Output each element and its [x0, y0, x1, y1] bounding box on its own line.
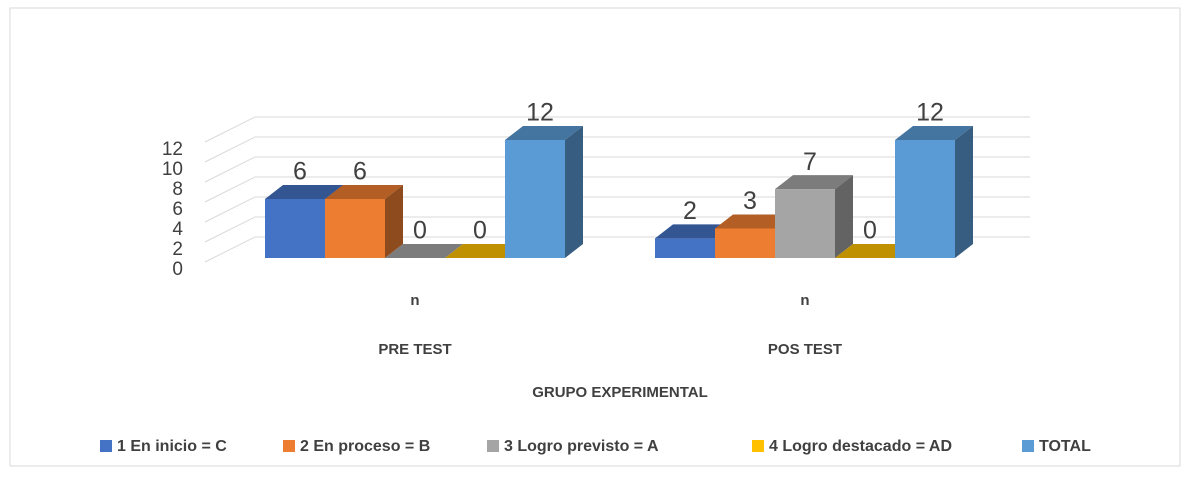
bar — [445, 244, 523, 258]
y-tick-label: 12 — [162, 139, 183, 160]
y-tick-label: 8 — [172, 179, 183, 200]
bar-front — [895, 140, 955, 258]
y-tick-label: 0 — [172, 259, 183, 280]
y-tick-label: 4 — [172, 219, 183, 240]
legend-label: 4 Logro destacado = AD — [769, 438, 952, 455]
bar-top — [505, 126, 583, 140]
grid-line — [204, 156, 1030, 183]
bar-front — [505, 140, 565, 258]
bar — [835, 244, 913, 258]
legend-swatch — [752, 440, 764, 452]
value-label: 0 — [863, 217, 877, 245]
bar-top — [895, 126, 973, 140]
grid-line — [204, 196, 1030, 223]
grid-line — [204, 116, 1030, 143]
bar-top — [265, 185, 343, 199]
group-label: PRE TEST — [378, 341, 451, 358]
bar — [385, 244, 463, 258]
bar-side — [955, 126, 973, 258]
value-label: 12 — [916, 99, 944, 127]
bar-side — [835, 175, 853, 258]
value-label: 6 — [353, 158, 367, 186]
legend-swatch — [100, 440, 112, 452]
bar-front — [265, 199, 325, 258]
grid-line — [204, 176, 1030, 203]
y-tick-label: 2 — [172, 239, 183, 260]
legend-label: 2 En proceso = B — [300, 438, 430, 455]
bar — [505, 126, 583, 258]
bar-top — [655, 224, 733, 239]
y-tick-label: 6 — [172, 199, 183, 220]
legend-swatch — [283, 440, 295, 452]
group-label: POS TEST — [768, 341, 842, 358]
value-label: 12 — [526, 99, 554, 127]
bar — [775, 175, 853, 258]
legend-swatch — [1022, 440, 1034, 452]
bar-top — [835, 244, 913, 258]
value-label: 2 — [683, 197, 697, 225]
legend-label: 1 En inicio = C — [117, 438, 227, 455]
value-label: 7 — [803, 148, 817, 176]
bar-top — [385, 244, 463, 258]
x-tick-label: n — [410, 292, 419, 309]
value-label: 0 — [473, 217, 487, 245]
bar-side — [565, 126, 583, 258]
bar-top — [325, 185, 403, 199]
legend-label: TOTAL — [1039, 438, 1091, 455]
bar — [325, 185, 403, 258]
x-axis-title: GRUPO EXPERIMENTAL — [532, 384, 708, 401]
bar — [895, 126, 973, 258]
bar-front — [715, 228, 775, 258]
bar-side — [385, 185, 403, 258]
y-tick-label: 10 — [162, 159, 183, 180]
value-label: 6 — [293, 158, 307, 186]
value-label: 0 — [413, 217, 427, 245]
bar-front — [775, 189, 835, 258]
grid-line — [204, 136, 1030, 163]
bar-top — [715, 214, 793, 229]
legend-label: 3 Logro previsto = A — [504, 438, 659, 455]
x-tick-label: n — [800, 292, 809, 309]
bar-front — [325, 199, 385, 258]
legend-swatch — [487, 440, 499, 452]
bar-top — [775, 175, 853, 190]
bar-front — [655, 238, 715, 258]
bar-top — [445, 244, 523, 258]
value-label: 3 — [743, 187, 757, 215]
